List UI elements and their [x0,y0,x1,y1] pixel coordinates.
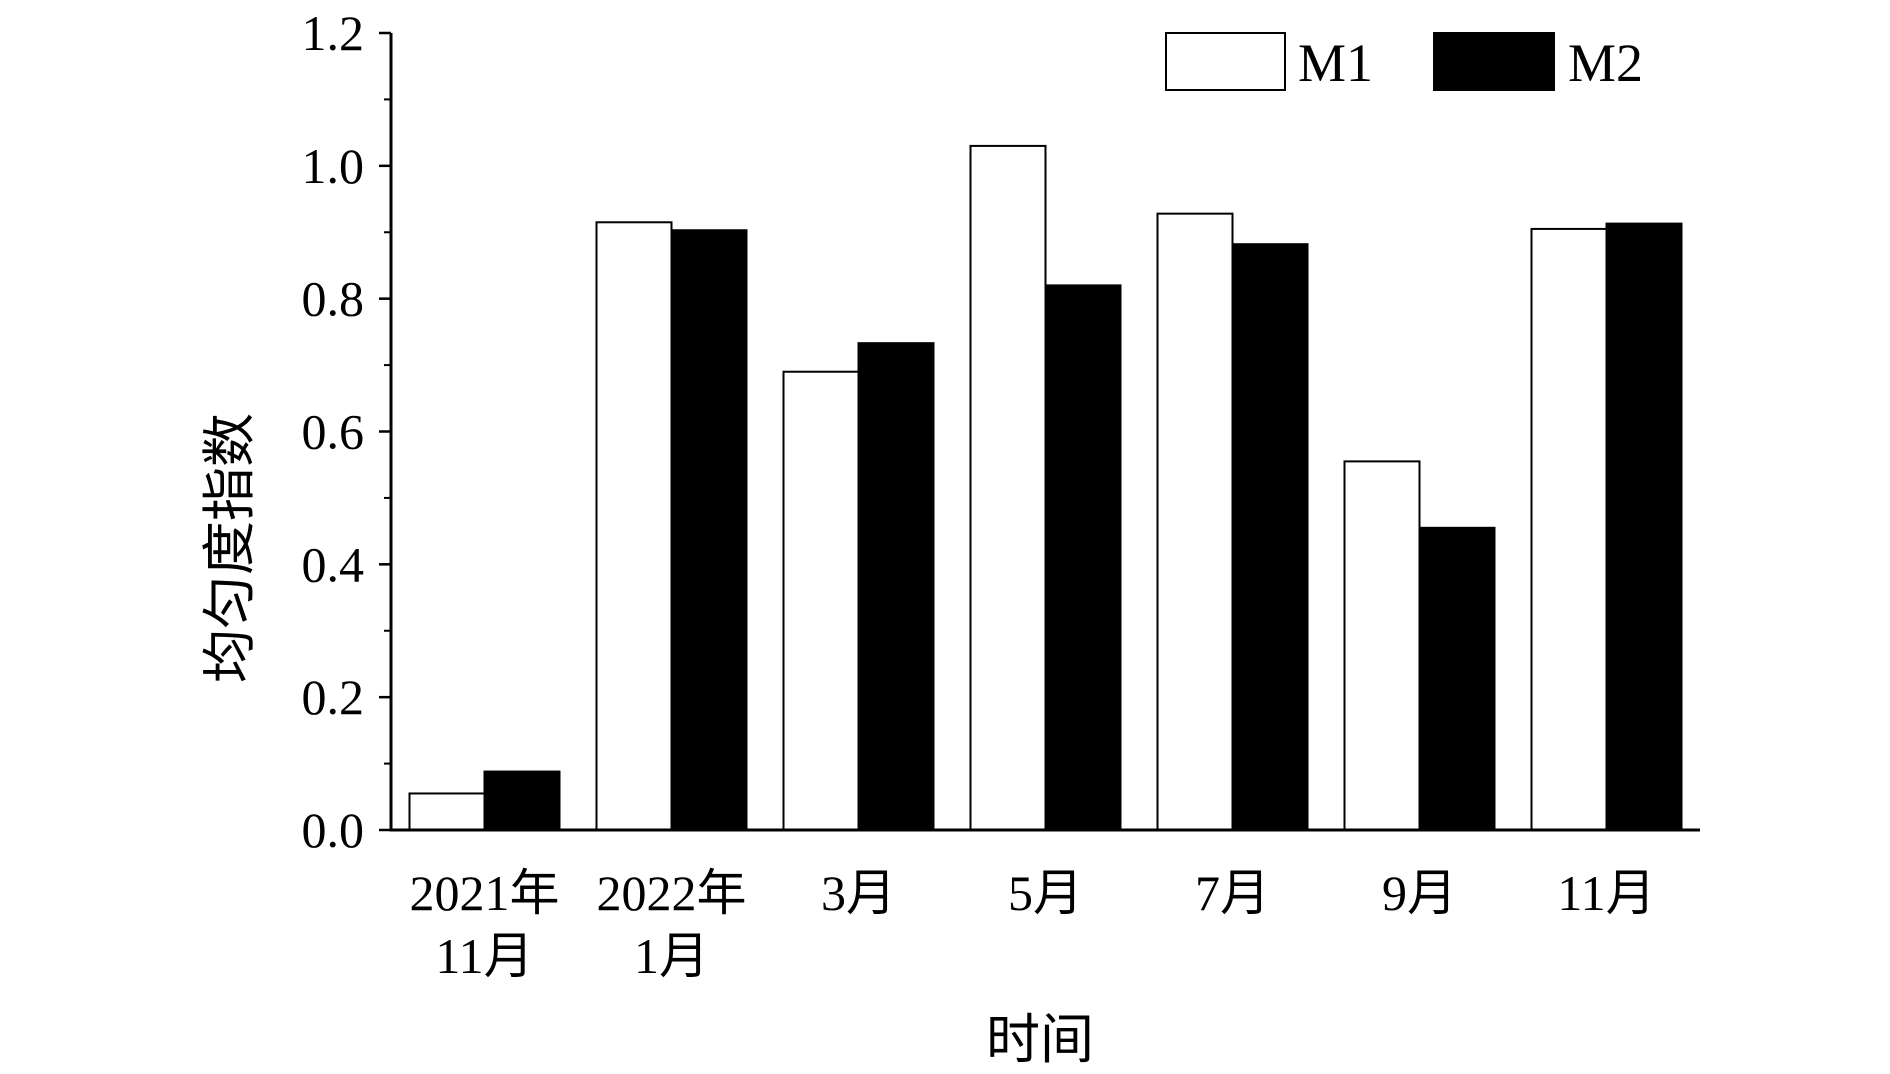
bar-m1-4 [1156,212,1234,832]
y-tick-label: 0.2 [302,669,365,725]
y-axis: 0.0 0.2 0.4 0.6 0.8 1.0 1.2 [302,5,393,858]
bar-m2-2 [857,342,935,831]
x-tick-label: 1月 [634,928,709,984]
bar-m1-2 [782,370,860,831]
x-tick-label: 7月 [1195,865,1270,921]
bar-m1-0 [408,792,486,831]
legend: M1 M2 [1165,32,1643,93]
bar-m2-5 [1418,526,1496,831]
bar-m2-1 [670,229,748,831]
x-axis: 2021年 11月 2022年 1月 3月 5月 7月 9月 11月 [389,828,1700,984]
x-tick-label: 2021年 [410,865,560,921]
y-tick-label: 0.6 [302,404,365,460]
bar-m2-4 [1231,243,1309,831]
bar-m2-6 [1605,222,1683,831]
y-tick-label: 1.0 [302,138,365,194]
bar-m1-1 [595,221,673,832]
bar-m1-6 [1530,227,1608,832]
x-axis-title: 时间 [986,1010,1094,1070]
legend-swatch-m1 [1165,32,1286,91]
x-tick-label: 11月 [435,928,533,984]
x-tick-label: 5月 [1008,865,1083,921]
plot-area [408,144,1683,832]
x-tick-label: 2022年 [597,865,747,921]
y-tick-label: 0.4 [302,536,365,592]
x-tick-label: 9月 [1382,865,1457,921]
x-tick-label: 11月 [1557,865,1655,921]
bar-m1-3 [969,144,1047,832]
y-tick-label: 0.8 [302,271,365,327]
bar-m2-0 [483,770,561,832]
y-tick-label: 0.0 [302,802,365,858]
bar-m2-3 [1044,284,1122,831]
bar-m1-5 [1343,460,1421,831]
legend-label-m1: M1 [1298,33,1373,93]
y-axis-title: 均匀度指数 [200,413,260,683]
legend-swatch-m2 [1433,32,1555,91]
y-tick-label: 1.2 [302,5,365,61]
legend-label-m2: M2 [1568,33,1643,93]
x-tick-label: 3月 [821,865,896,921]
